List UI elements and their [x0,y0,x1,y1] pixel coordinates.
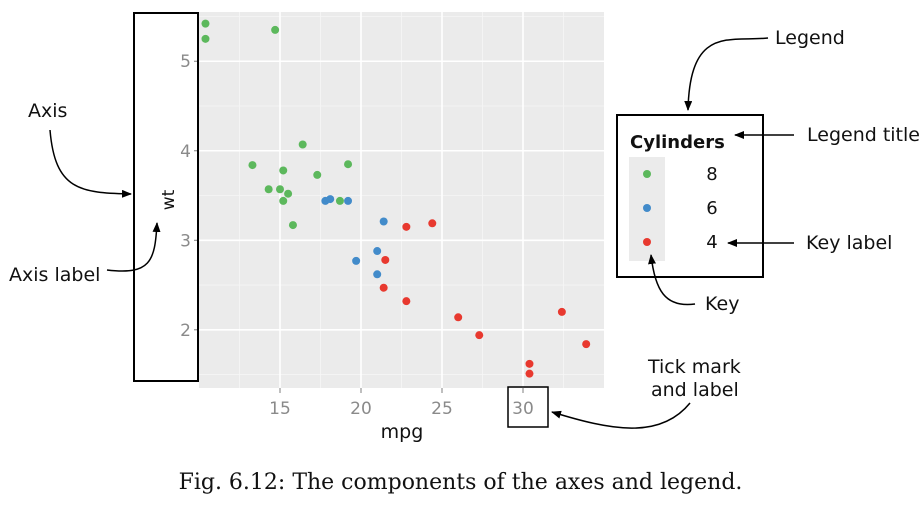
annotation-tick-arrow [551,402,691,429]
data-point-cyl-8 [279,166,288,175]
axis-highlight-box [133,12,199,382]
data-point-cyl-4 [525,369,534,378]
x-tick-label: 15 [269,399,291,419]
data-point-cyl-6 [373,247,382,256]
annotation-axis-arrow [49,129,132,198]
x-tick-label: 30 [512,399,534,419]
data-point-cyl-4 [379,283,388,292]
data-point-cyl-8 [248,161,257,170]
data-point-cyl-8 [201,34,210,43]
legend-key-6 [643,204,651,212]
data-point-cyl-8 [279,196,288,205]
data-point-cyl-8 [201,19,210,28]
data-point-cyl-6 [326,195,335,204]
data-point-cyl-8 [335,196,344,205]
annotation-axis-label: Axis label [9,264,100,286]
x-tick-label: 25 [431,399,453,419]
annotation-axis-label-arrow [106,222,161,272]
data-point-cyl-4 [582,340,591,349]
x-axis-label: mpg [381,421,424,443]
data-point-cyl-6 [344,196,353,205]
data-point-cyl-8 [313,170,322,179]
data-point-cyl-8 [298,140,307,149]
annotation-axis: Axis [28,100,67,122]
data-point-cyl-6 [379,217,388,226]
data-point-cyl-8 [288,221,297,230]
annotation-key: Key [705,293,739,315]
axis-ticks: 15 20 25 30 2 3 4 5 [180,52,534,419]
data-point-cyl-6 [373,270,382,279]
y-axis-label: wt [159,189,179,210]
legend-key-label-6: 6 [706,198,717,219]
legend-entries: 8 6 4 [643,164,718,253]
annotation-tick-label: and label [651,379,739,401]
legend-title: Cylinders [630,132,725,153]
y-tick-label: 2 [180,321,191,341]
data-point-cyl-4 [557,307,566,316]
data-point-cyl-6 [352,256,361,265]
data-point-cyl-8 [271,25,280,34]
data-point-cyl-8 [284,189,293,198]
data-point-cyl-8 [344,160,353,169]
data-point-cyl-4 [402,297,411,306]
legend-key-4 [643,238,651,246]
y-tick-label: 4 [180,142,191,162]
figure-caption: Fig. 6.12: The components of the axes an… [178,470,743,495]
y-tick-label: 5 [180,52,191,72]
annotation-key-arrow [648,254,696,306]
data-points [201,19,591,378]
annotation-legend-arrow [684,37,769,111]
data-point-cyl-4 [402,222,411,231]
y-tick-label: 3 [180,231,191,251]
data-point-cyl-4 [428,219,437,228]
annotation-legend-title: Legend title [807,124,920,146]
tick-highlight-box [507,386,549,428]
data-point-cyl-8 [264,185,273,194]
legend-key-8 [643,170,651,178]
legend-key-label-8: 8 [706,164,717,185]
data-point-cyl-4 [381,255,390,264]
legend-key-label-4: 4 [706,232,717,253]
data-point-cyl-4 [475,331,484,340]
annotation-key-label: Key label [806,232,892,254]
x-tick-label: 20 [350,399,372,419]
annotation-legend: Legend [775,27,845,49]
data-point-cyl-8 [276,185,284,194]
annotation-tick-mark: Tick mark [647,356,741,378]
data-point-cyl-4 [525,359,534,368]
data-point-cyl-4 [454,313,463,322]
